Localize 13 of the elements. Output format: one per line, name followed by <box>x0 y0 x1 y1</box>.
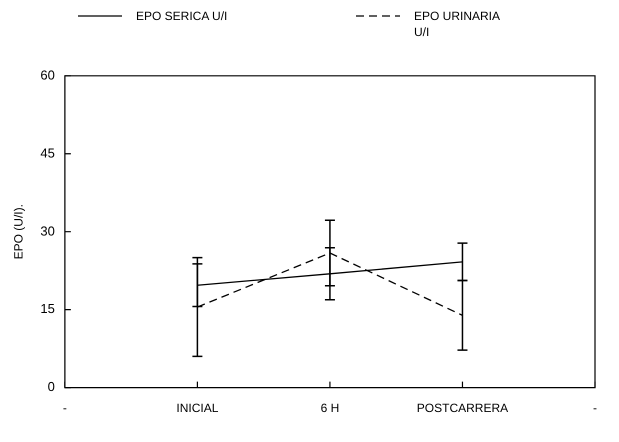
x-tick-label: 6 H <box>320 401 340 416</box>
y-tick-label: 60 <box>40 67 55 82</box>
x-tick-label: INICIAL <box>176 401 219 416</box>
legend-label: EPO URINARIA U/I <box>414 8 501 40</box>
y-tick-label: 0 <box>48 379 55 394</box>
x-tick-label: - <box>62 401 67 416</box>
y-tick-label: 30 <box>40 223 55 238</box>
y-tick-label: 45 <box>40 145 55 160</box>
y-tick-label: 15 <box>40 301 55 316</box>
legend-label: EPO SERICA U/I <box>136 8 228 24</box>
x-tick-label: - <box>593 401 597 416</box>
x-tick-label: POSTCARRERA <box>416 401 508 416</box>
y-axis-title: EPO (U/I). <box>12 204 26 260</box>
